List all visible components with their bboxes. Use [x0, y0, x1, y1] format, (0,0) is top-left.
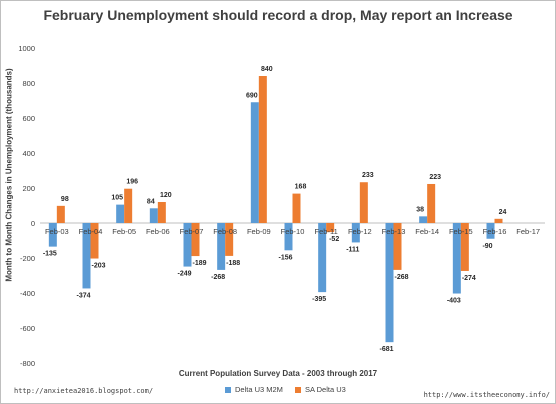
bar-series-2 — [90, 223, 99, 259]
x-tick-label: Feb-15 — [449, 227, 473, 236]
y-tick-label: 600 — [22, 114, 35, 123]
bar-series-2 — [393, 223, 402, 270]
y-tick-label: -800 — [20, 359, 35, 368]
bar-series-2 — [427, 183, 436, 223]
x-tick-label: Feb-06 — [146, 227, 170, 236]
data-label-series-2: 840 — [261, 66, 273, 73]
bar-series-2 — [292, 193, 301, 223]
legend-label-series-1: Delta U3 M2M — [235, 385, 283, 394]
bar-series-2 — [124, 188, 133, 223]
bar-series-1 — [116, 204, 125, 223]
data-label-series-1: -249 — [177, 271, 191, 278]
bar-series-2 — [225, 223, 234, 256]
bar-series-2 — [359, 182, 368, 223]
data-label-series-2: 120 — [160, 192, 172, 199]
bar-series-1 — [318, 223, 327, 293]
data-label-series-2: 233 — [362, 172, 374, 179]
bar-series-1 — [183, 223, 192, 267]
data-label-series-2: -203 — [91, 263, 105, 270]
y-tick-label: -400 — [20, 289, 35, 298]
x-tick-label: Feb-10 — [281, 227, 305, 236]
data-label-series-1: -374 — [76, 292, 90, 299]
data-label-series-2: 98 — [61, 196, 69, 203]
data-label-series-1: -90 — [482, 243, 492, 250]
footer-source-link-left[interactable]: http://anxietea2016.blogspot.com/ — [14, 387, 154, 395]
data-label-series-2: 223 — [429, 174, 441, 181]
footer-source-link-right[interactable]: http://www.itstheeconomy.info/ — [423, 391, 550, 399]
data-label-series-2: 24 — [499, 209, 507, 216]
data-label-series-1: 84 — [147, 198, 155, 205]
bar-series-1 — [284, 223, 293, 251]
bar-series-2 — [157, 202, 166, 223]
data-label-series-1: 38 — [416, 206, 424, 213]
bar-series-1 — [217, 223, 226, 270]
x-tick-label: Feb-16 — [483, 227, 507, 236]
bar-series-1 — [250, 102, 259, 223]
bar-series-2 — [258, 76, 267, 223]
y-tick-label: -600 — [20, 324, 35, 333]
legend-swatch-series-2 — [294, 386, 301, 393]
bar-series-1 — [82, 223, 91, 289]
x-tick-label: Feb-07 — [180, 227, 204, 236]
data-label-series-1: -111 — [346, 246, 359, 253]
data-label-series-2: -274 — [462, 275, 476, 282]
data-label-series-2: 196 — [126, 179, 138, 186]
legend-item-series-2: SA Delta U3 — [294, 385, 346, 394]
x-tick-label: Feb-08 — [213, 227, 237, 236]
bar-series-2 — [460, 223, 469, 271]
data-label-series-1: -135 — [43, 251, 57, 258]
data-label-series-1: -156 — [278, 254, 292, 261]
data-label-series-1: -681 — [379, 346, 393, 353]
y-tick-label: 0 — [31, 219, 35, 228]
chart-title: February Unemployment should record a dr… — [43, 7, 513, 23]
x-tick-label: Feb-04 — [79, 227, 103, 236]
x-tick-label: Feb-14 — [415, 227, 439, 236]
bar-series-1 — [351, 223, 360, 243]
y-tick-label: -200 — [20, 254, 35, 263]
data-label-series-2: 168 — [295, 184, 307, 191]
bar-series-1 — [419, 216, 428, 223]
data-label-series-2: -52 — [329, 236, 339, 243]
x-tick-label: Feb-12 — [348, 227, 372, 236]
data-label-series-1: -268 — [211, 274, 225, 281]
data-label-series-1: -403 — [447, 298, 461, 305]
data-label-series-2: -189 — [192, 260, 206, 267]
x-axis-label: Current Population Survey Data - 2003 th… — [178, 369, 378, 378]
bar-series-2 — [494, 218, 503, 223]
bar-series-1 — [452, 223, 461, 294]
data-label-series-2: -188 — [226, 260, 240, 267]
x-tick-label: Feb-05 — [112, 227, 136, 236]
legend: Delta U3 M2M SA Delta U3 — [225, 385, 346, 394]
y-tick-label: 800 — [22, 79, 35, 88]
bar-series-1 — [385, 223, 394, 343]
legend-swatch-series-1 — [225, 386, 231, 393]
x-tick-label: Feb-17 — [516, 227, 540, 236]
bar-series-2 — [326, 223, 335, 233]
legend-item-series-1: Delta U3 M2M — [225, 385, 283, 394]
y-tick-label: 1000 — [18, 44, 35, 53]
bar-series-1 — [48, 223, 57, 247]
data-label-series-1: 105 — [111, 195, 123, 202]
x-tick-label: Feb-09 — [247, 227, 271, 236]
data-label-series-2: -268 — [394, 274, 408, 281]
y-tick-label: 400 — [22, 149, 35, 158]
data-label-series-1: -395 — [312, 296, 326, 303]
legend-label-series-2: SA Delta U3 — [304, 385, 346, 394]
bar-series-1 — [149, 208, 158, 223]
x-tick-label: Feb-13 — [382, 227, 406, 236]
bar-series-2 — [56, 205, 65, 223]
data-label-series-1: 690 — [246, 92, 258, 99]
x-tick-label: Feb-03 — [45, 227, 69, 236]
x-tick-label: Feb-11 — [315, 227, 338, 236]
bar-series-1 — [486, 223, 495, 239]
y-tick-label: 200 — [22, 184, 35, 193]
bar-series-2 — [191, 223, 200, 257]
